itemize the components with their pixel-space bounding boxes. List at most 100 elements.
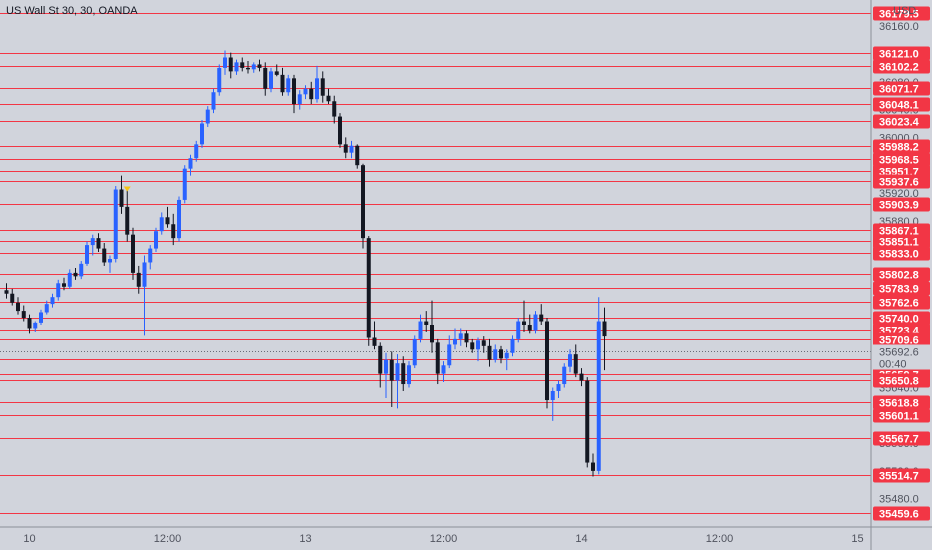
- candle: [320, 71, 325, 103]
- candle-body: [205, 109, 210, 124]
- candle: [148, 245, 153, 270]
- candle-body: [228, 57, 233, 72]
- candle: [159, 212, 164, 235]
- candle: [493, 344, 498, 363]
- candle-body: [62, 283, 66, 287]
- candle-body: [487, 345, 492, 360]
- candle: [550, 387, 555, 421]
- level-label: 35762.6: [879, 298, 919, 310]
- candle-body: [44, 304, 49, 313]
- level-label-badge: [873, 152, 930, 167]
- level-label-badge: [873, 97, 930, 112]
- candle-body: [165, 217, 170, 225]
- candle-body: [366, 238, 371, 338]
- candle: [211, 88, 216, 114]
- candle-body: [257, 64, 262, 68]
- candle-body: [527, 324, 532, 331]
- level-label-badge: [873, 311, 930, 326]
- markers: [123, 186, 131, 192]
- candle: [142, 255, 147, 336]
- candle: [182, 165, 187, 204]
- candle-body: [108, 258, 112, 263]
- candle-body: [533, 314, 538, 331]
- candle: [458, 328, 463, 346]
- candle: [79, 261, 84, 280]
- candle-body: [67, 272, 72, 287]
- candle: [522, 300, 526, 332]
- candle: [366, 236, 371, 346]
- candle-body: [424, 321, 429, 325]
- candle: [568, 349, 572, 373]
- candle-body: [585, 380, 590, 463]
- candle-body: [579, 373, 584, 381]
- candle-body: [286, 78, 291, 93]
- candle: [309, 81, 314, 105]
- candle-body: [504, 352, 509, 359]
- level-label: 35937.6: [879, 177, 919, 189]
- candle: [412, 335, 417, 369]
- candle-body: [10, 293, 15, 303]
- candle: [430, 300, 434, 353]
- candle: [378, 342, 383, 388]
- current-price-label: 35692.6: [879, 347, 919, 359]
- candle-body: [332, 101, 337, 117]
- candle-body: [349, 145, 354, 153]
- candle: [85, 241, 89, 266]
- candle: [33, 321, 38, 332]
- level-label: 35851.1: [879, 237, 919, 249]
- candle: [355, 144, 360, 169]
- candle: [481, 336, 486, 353]
- candle-body: [401, 363, 406, 385]
- candle: [246, 60, 250, 74]
- candle-body: [435, 342, 440, 374]
- candle: [395, 354, 400, 409]
- candle: [257, 59, 262, 72]
- candle-body: [378, 345, 383, 374]
- candle-body: [16, 302, 20, 312]
- candle: [338, 113, 342, 148]
- time-tick-label: 13: [299, 533, 311, 545]
- candle-body: [211, 92, 216, 110]
- candle: [424, 311, 429, 332]
- candle-body: [4, 290, 9, 294]
- candle-body: [476, 340, 480, 350]
- candle-body: [171, 224, 176, 239]
- candle: [476, 337, 480, 362]
- candle: [125, 189, 130, 242]
- candle: [165, 206, 170, 228]
- candle-body: [136, 272, 141, 287]
- candle: [286, 74, 291, 96]
- candle: [39, 309, 43, 325]
- level-label-badge: [873, 246, 930, 261]
- candle-body: [430, 324, 434, 343]
- time-tick-label: 10: [23, 533, 35, 545]
- candle-body: [102, 248, 107, 263]
- candle: [4, 283, 9, 299]
- time-tick-label: 12:00: [430, 533, 458, 545]
- time-tick-label: 12:00: [706, 533, 734, 545]
- candle-body: [142, 262, 147, 287]
- candle-body: [550, 390, 555, 401]
- candle-body: [309, 88, 314, 100]
- time-tick-label: 14: [575, 533, 587, 545]
- candle: [200, 120, 204, 148]
- level-label-badge: [873, 223, 930, 238]
- candle: [73, 268, 78, 280]
- candle: [579, 368, 584, 387]
- level-label-badge: [873, 234, 930, 249]
- candle: [10, 288, 15, 306]
- candles: [4, 50, 607, 477]
- candle: [533, 311, 538, 334]
- level-label: 35601.1: [879, 411, 919, 423]
- level-label: 35709.6: [879, 335, 919, 347]
- candle-body: [545, 321, 549, 401]
- level-label: 35968.5: [879, 155, 919, 167]
- chart-title: US Wall St 30, 30, OANDA: [6, 5, 138, 17]
- candle: [27, 314, 32, 334]
- candle-body: [223, 57, 227, 68]
- level-label: 35802.8: [879, 270, 919, 282]
- current-price-badge: [873, 344, 930, 370]
- candle-body: [217, 67, 222, 93]
